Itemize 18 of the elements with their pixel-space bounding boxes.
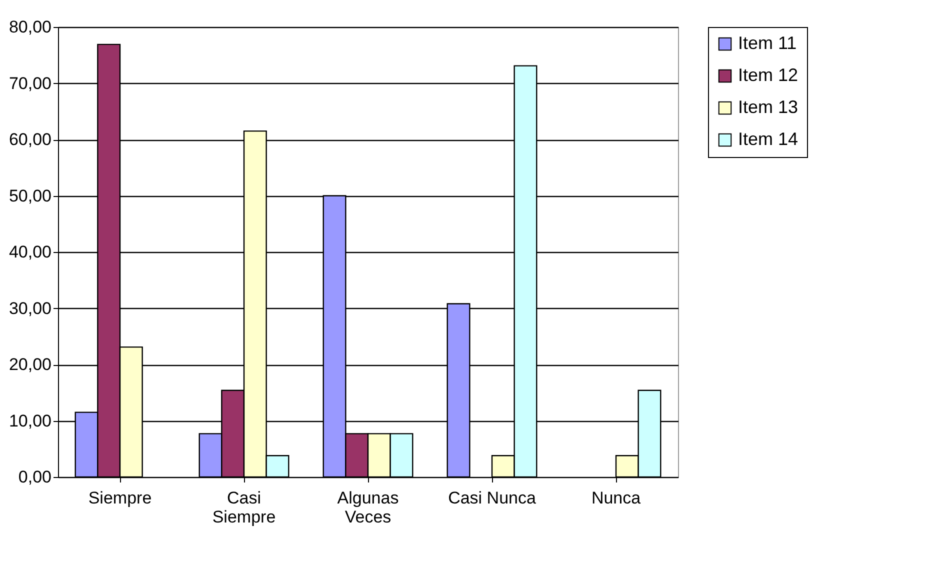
y-tick-label: 20,00 xyxy=(8,355,52,374)
y-tick-label: 40,00 xyxy=(8,242,52,262)
legend-label: Item 12 xyxy=(738,65,798,85)
y-tick-label: 70,00 xyxy=(8,74,52,93)
legend-label: Item 14 xyxy=(738,129,798,149)
y-tick-label: 30,00 xyxy=(8,298,52,318)
y-tick-label: 50,00 xyxy=(8,186,52,206)
y-tick-label: 80,00 xyxy=(8,18,52,36)
x-tick-label: Nunca xyxy=(591,488,642,508)
y-tick-label: 10,00 xyxy=(8,411,52,430)
y-tick-label: 60,00 xyxy=(8,130,52,149)
legend-label: Item 11 xyxy=(738,33,797,53)
x-tick-label: Casi Nunca xyxy=(448,488,536,508)
x-tick-label: Algunas Veces xyxy=(337,488,399,526)
legend-label: Item 13 xyxy=(738,97,798,117)
x-tick-label: Siempre xyxy=(88,488,152,508)
x-tick-label: Casi Siempre xyxy=(212,488,276,526)
y-tick-label: 0,00 xyxy=(18,468,52,486)
